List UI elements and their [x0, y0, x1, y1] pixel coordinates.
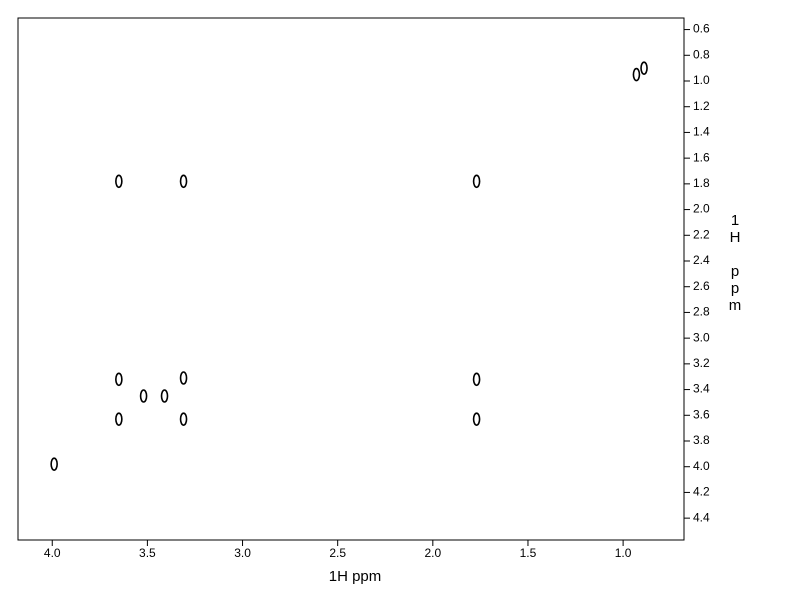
cross-peak — [139, 389, 148, 403]
cross-peak — [472, 372, 481, 387]
y-tick-label: 2.0 — [693, 202, 710, 216]
x-tick-label: 1.5 — [520, 546, 537, 560]
y-tick-label: 0.8 — [693, 47, 710, 61]
y-axis-title: 1H ppm — [727, 212, 744, 314]
x-axis-title: 1H ppm — [329, 568, 382, 585]
y-tick-label: 3.6 — [693, 407, 710, 421]
y-tick-label: 1.2 — [693, 99, 710, 113]
y-tick-label: 1.0 — [693, 73, 710, 87]
cross-peak — [640, 61, 648, 75]
plot-frame — [17, 17, 685, 541]
y-tick-label: 4.0 — [693, 459, 710, 473]
y-tick-label: 2.2 — [693, 227, 710, 241]
y-tick-label: 4.4 — [693, 510, 710, 524]
cross-peak — [115, 412, 123, 426]
x-tick-label: 2.0 — [424, 546, 441, 560]
cross-peak — [472, 174, 481, 189]
cross-peak — [179, 412, 188, 426]
cross-peak — [472, 412, 481, 426]
cross-peak — [160, 389, 169, 403]
y-tick-label: 4.2 — [693, 485, 710, 499]
y-tick-label: 2.6 — [693, 279, 710, 293]
y-tick-label: 2.8 — [693, 305, 710, 319]
cross-peak — [115, 372, 123, 387]
y-tick-label: 3.4 — [693, 382, 710, 396]
x-tick-label: 3.5 — [139, 546, 156, 560]
y-tick-label: 2.4 — [693, 253, 710, 267]
y-tick-label: 0.6 — [693, 22, 710, 36]
y-tick-label: 3.2 — [693, 356, 710, 370]
y-tick-label: 1.8 — [693, 176, 710, 190]
x-tick-label: 1.0 — [615, 546, 632, 560]
cross-peak — [179, 371, 188, 385]
x-tick-label: 3.0 — [234, 546, 251, 560]
y-tick-label: 3.8 — [693, 433, 710, 447]
x-tick-label: 4.0 — [44, 546, 61, 560]
cross-peak — [632, 67, 641, 82]
x-tick-label: 2.5 — [329, 546, 346, 560]
cross-peak — [115, 174, 123, 189]
y-tick-label: 3.0 — [693, 330, 710, 344]
cross-peak — [179, 174, 188, 189]
y-tick-label: 1.6 — [693, 150, 710, 164]
cross-peak — [50, 457, 58, 471]
y-tick-label: 1.4 — [693, 125, 710, 139]
